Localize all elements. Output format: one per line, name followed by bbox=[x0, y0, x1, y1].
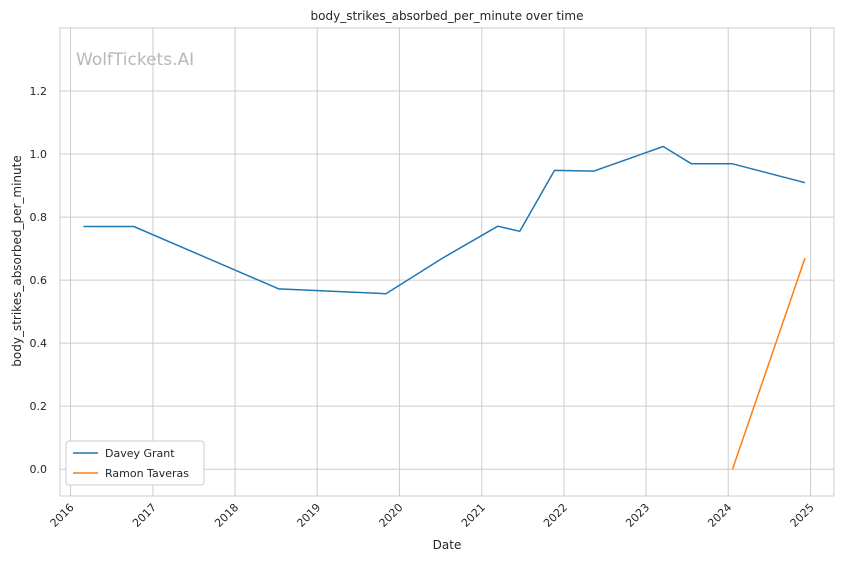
x-axis-label: Date bbox=[433, 538, 462, 552]
series-line-ramon-taveras bbox=[731, 257, 806, 470]
y-tick-label: 0.2 bbox=[30, 400, 48, 413]
y-tick-label: 1.0 bbox=[30, 148, 48, 161]
series-lines bbox=[83, 145, 806, 470]
y-tick-label: 1.2 bbox=[30, 85, 48, 98]
legend-label-davey-grant: Davey Grant bbox=[105, 447, 175, 460]
legend: Davey Grant Ramon Taveras bbox=[65, 440, 205, 486]
legend-box bbox=[65, 440, 205, 486]
y-tick-label: 0.6 bbox=[30, 274, 48, 287]
chart-title: body_strikes_absorbed_per_minute over ti… bbox=[311, 9, 584, 23]
grid bbox=[60, 28, 834, 496]
plot-area-frame bbox=[59, 27, 835, 497]
y-tick-label: 0.4 bbox=[30, 337, 48, 350]
watermark-text: WolfTickets.AI bbox=[76, 50, 194, 70]
y-axis-label: body_strikes_absorbed_per_minute bbox=[10, 155, 24, 366]
y-tick-label: 0.0 bbox=[30, 463, 48, 476]
legend-label-ramon-taveras: Ramon Taveras bbox=[105, 467, 189, 480]
y-tick-label: 0.8 bbox=[30, 211, 48, 224]
series-line-davey-grant bbox=[83, 145, 806, 295]
